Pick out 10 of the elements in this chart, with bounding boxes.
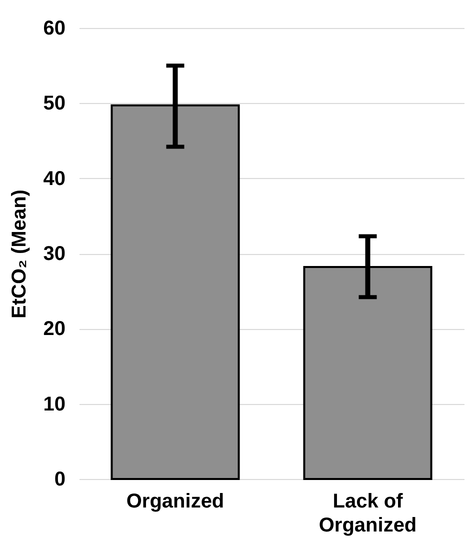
x-tick-label: Organized — [126, 490, 224, 512]
y-tick-label: 0 — [54, 468, 66, 490]
y-axis-title: EtCO₂ (Mean) — [8, 190, 30, 318]
x-tick-label: Lack of Organized — [318, 490, 417, 536]
y-tick-label: 40 — [43, 168, 66, 190]
y-tick-label: 50 — [43, 92, 66, 115]
y-tick-label: 20 — [43, 318, 66, 340]
y-tick-label: 60 — [43, 18, 66, 40]
y-tick-label: 10 — [43, 393, 66, 416]
y-tick-label: 30 — [43, 243, 66, 265]
